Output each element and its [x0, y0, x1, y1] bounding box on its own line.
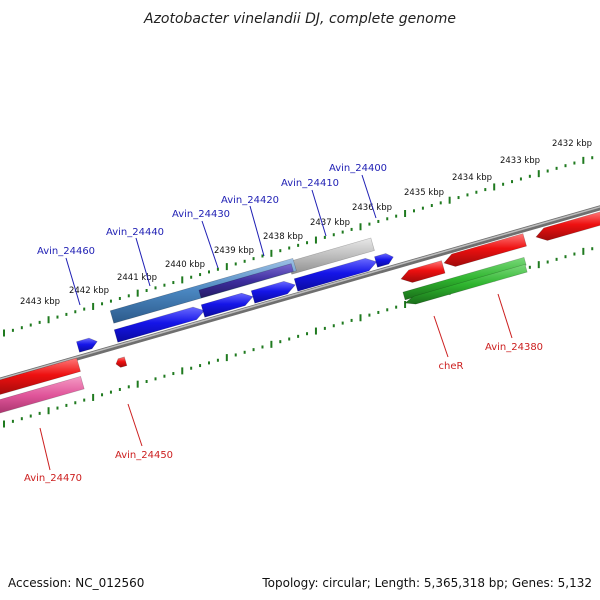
gene-label: Avin_24450 — [115, 450, 173, 461]
tick-label: 2434 kbp — [452, 173, 492, 183]
gene-feature-avin-24420 — [250, 281, 296, 304]
gene-label: Avin_24400 — [329, 163, 387, 174]
gene-feature-chey — [400, 260, 446, 283]
gene-leader-line — [135, 237, 151, 287]
gene-label: Avin_24430 — [172, 209, 230, 220]
gene-leader-line — [65, 257, 81, 306]
tick-label: 2435 kbp — [404, 188, 444, 198]
tick-label: 2441 kbp — [117, 273, 157, 283]
tick-label: 2443 kbp — [20, 297, 60, 307]
gene-label: cheR — [439, 361, 464, 372]
tick-label: 2437 kbp — [310, 218, 350, 228]
gene-feature-avin-24410 — [293, 258, 378, 292]
gene-leader-line — [201, 220, 219, 269]
ruler-top — [3, 156, 594, 337]
gene-feature-red-right — [535, 211, 600, 241]
gene-feature-avin-24430 — [200, 292, 254, 318]
gene-feature-purple — [198, 263, 294, 299]
gene-leader-line — [127, 403, 143, 447]
gene-feature-pink — [0, 375, 85, 414]
gene-feature-small-blue — [374, 253, 394, 268]
gene-label: Avin_24470 — [24, 473, 82, 484]
gene-leader-line — [433, 315, 449, 358]
gene-feature-avin-24380 — [404, 264, 528, 305]
gene-feature-avin-24440 — [113, 306, 205, 343]
gene-leader-line — [497, 293, 513, 339]
gene-feature-avin-24460 — [76, 337, 98, 353]
tick-labels: 2432 kbp 2433 kbp 2434 kbp 2435 kbp 2436 kbp… — [20, 139, 592, 307]
gene-leader-line — [311, 189, 327, 237]
tick-label: 2432 kbp — [552, 139, 592, 149]
tick-label: 2433 kbp — [500, 156, 540, 166]
gene-feature-avin-24450 — [115, 356, 128, 368]
gene-label: Avin_24420 — [221, 195, 279, 206]
gene-label: Avin_24460 — [37, 246, 95, 257]
genome-summary-text: Topology: circular; Length: 5,365,318 bp… — [261, 576, 592, 590]
gene-feature-green-top — [402, 257, 527, 301]
gene-leader-line — [39, 427, 51, 471]
genome-backbone — [0, 205, 600, 383]
tick-label: 2436 kbp — [352, 203, 392, 213]
accession-text: Accession: NC_012560 — [8, 576, 144, 590]
tick-label: 2439 kbp — [214, 246, 254, 256]
gene-feature-avin-24470 — [0, 357, 81, 395]
gene-label: Avin_24440 — [106, 227, 164, 238]
map-title: Azotobacter vinelandii DJ, complete geno… — [143, 11, 456, 27]
gene-feature-red-mid — [443, 233, 527, 267]
gene-leader-line — [361, 174, 377, 219]
gene-label: Avin_24410 — [281, 178, 339, 189]
tick-label: 2438 kbp — [263, 232, 303, 242]
gene-label: Avin_24380 — [485, 342, 543, 353]
gene-leader-line — [249, 205, 265, 257]
tick-label: 2440 kbp — [165, 260, 205, 270]
tick-label: 2442 kbp — [69, 286, 109, 296]
features — [0, 211, 600, 414]
